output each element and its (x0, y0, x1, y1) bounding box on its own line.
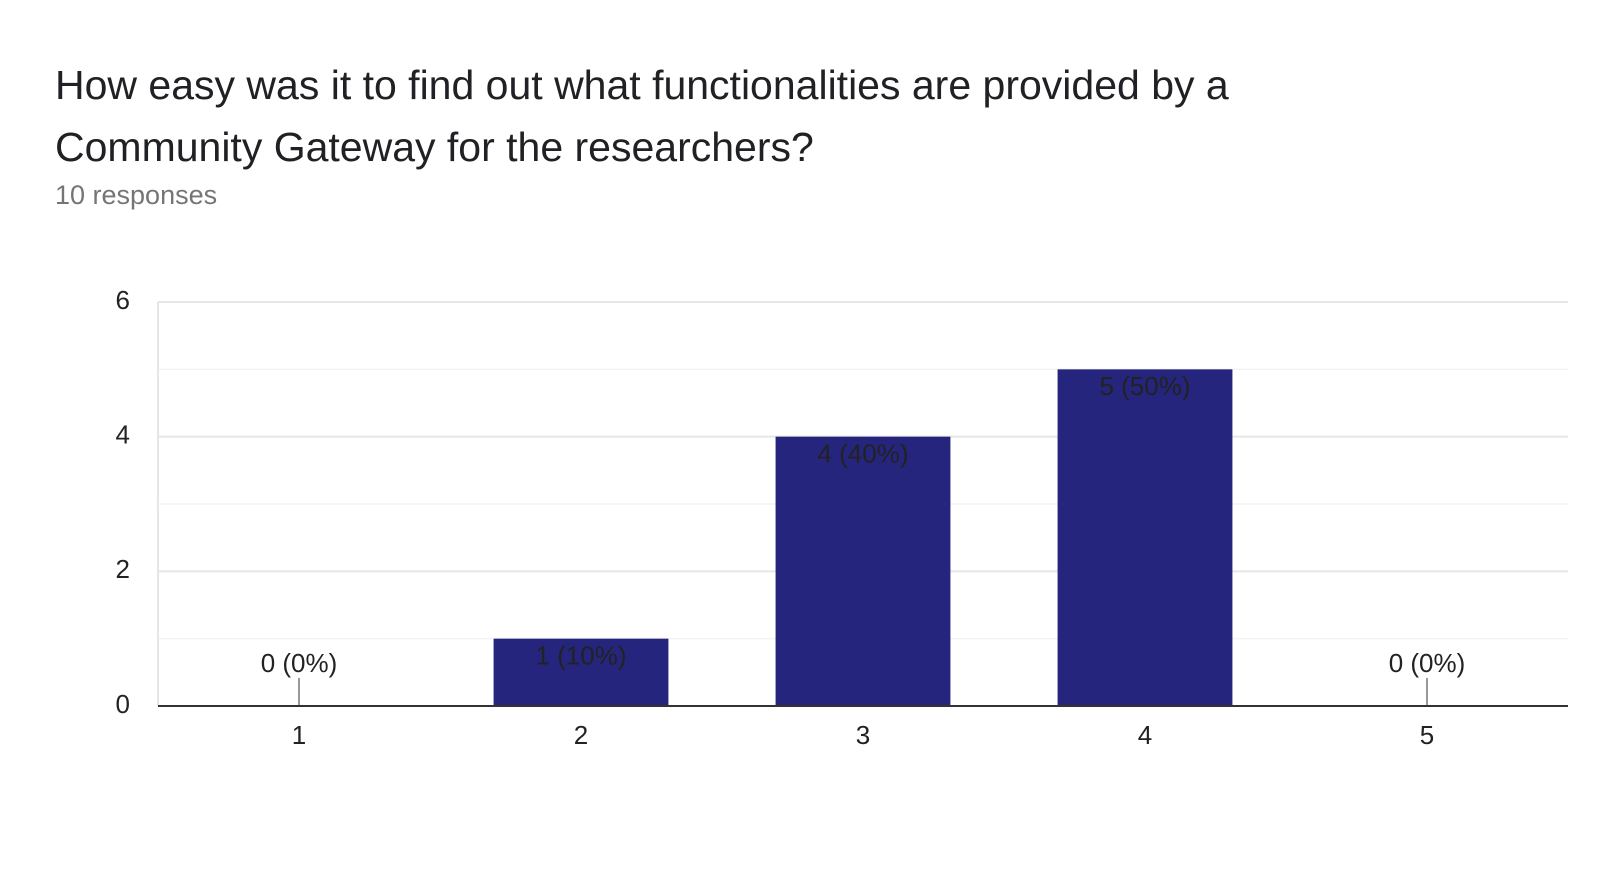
x-tick-label: 4 (1138, 720, 1152, 750)
data-label: 5 (50%) (1099, 371, 1190, 401)
x-tick-label: 2 (574, 720, 588, 750)
y-tick-label: 4 (116, 420, 130, 450)
y-tick-label: 0 (116, 689, 130, 719)
data-label: 1 (10%) (535, 641, 626, 671)
data-label: 4 (40%) (817, 439, 908, 469)
y-tick-label: 6 (116, 285, 130, 315)
y-tick-label: 2 (116, 554, 130, 584)
x-tick-label: 1 (292, 720, 306, 750)
bar (493, 638, 669, 706)
data-label: 0 (0%) (261, 648, 338, 678)
chart-title: How easy was it to find out what functio… (55, 62, 1229, 170)
bar (1057, 369, 1233, 706)
bar (775, 436, 951, 706)
x-tick-label: 3 (856, 720, 870, 750)
x-tick-label: 5 (1420, 720, 1434, 750)
data-label: 0 (0%) (1389, 648, 1466, 678)
chart-subtitle: 10 responses (55, 180, 218, 210)
